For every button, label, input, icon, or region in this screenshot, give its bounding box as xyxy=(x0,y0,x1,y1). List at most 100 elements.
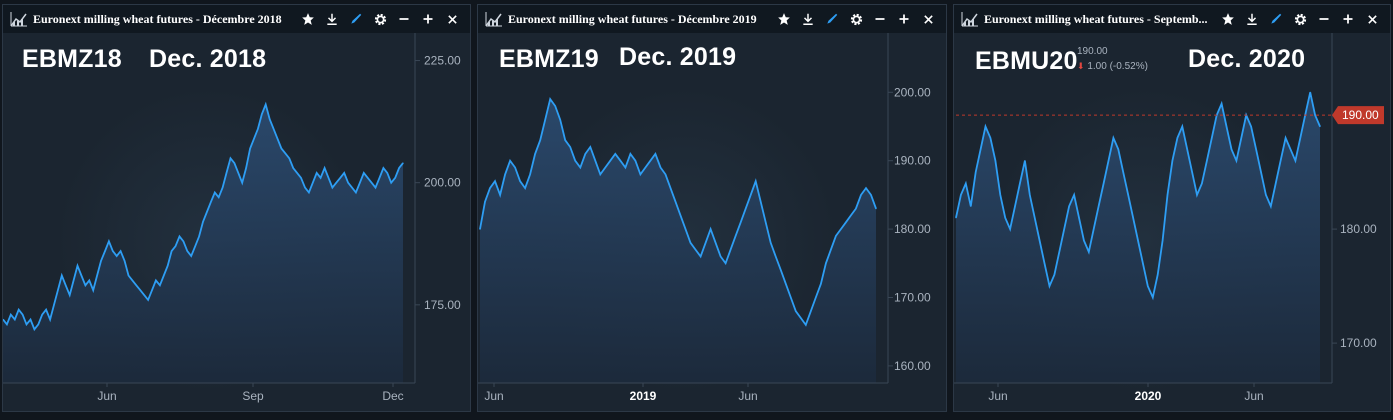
download-button[interactable] xyxy=(796,7,820,31)
price-point xyxy=(288,157,290,159)
panel-title-bar[interactable]: Euronext milling wheat futures - Septemb… xyxy=(954,5,1390,33)
panel-title-bar[interactable]: Euronext milling wheat futures - Décembr… xyxy=(3,5,470,33)
price-point xyxy=(300,177,302,179)
price-point xyxy=(955,217,957,219)
gear-button[interactable] xyxy=(1288,7,1312,31)
price-point xyxy=(324,167,326,169)
price-point xyxy=(367,177,369,179)
price-point xyxy=(1289,148,1292,150)
price-point xyxy=(1186,148,1188,150)
price-point xyxy=(210,201,212,203)
x-tick-label: Jun xyxy=(97,389,116,403)
gear-button[interactable] xyxy=(844,7,868,31)
price-chart[interactable]: 190.00 180.00 170.00 Jun 2020 Jun 190.00 xyxy=(954,33,1391,412)
price-point xyxy=(276,138,279,140)
price-point xyxy=(229,157,232,159)
maximize-icon xyxy=(898,13,910,25)
price-point xyxy=(740,221,742,223)
minimize-button[interactable] xyxy=(392,7,416,31)
price-point xyxy=(855,208,857,210)
price-point xyxy=(509,160,511,162)
price-point xyxy=(41,314,43,316)
minimize-icon xyxy=(1318,13,1330,25)
star-button[interactable] xyxy=(1216,7,1240,31)
price-point xyxy=(1112,137,1114,139)
price-point xyxy=(265,103,267,106)
price-point xyxy=(780,269,782,271)
y-tick-label: 180.00 xyxy=(1340,222,1377,236)
price-point xyxy=(539,139,541,141)
price-point xyxy=(312,182,314,184)
price-point xyxy=(249,147,251,150)
maximize-button[interactable] xyxy=(1336,7,1360,31)
price-point xyxy=(1166,194,1169,196)
price-point xyxy=(359,182,361,184)
price-point xyxy=(1034,217,1036,219)
price-point xyxy=(1206,160,1208,162)
price-point xyxy=(29,318,32,321)
price-point xyxy=(139,289,141,291)
price-point xyxy=(135,284,137,286)
minimize-icon xyxy=(874,13,886,25)
close-button[interactable] xyxy=(916,7,940,31)
price-point xyxy=(860,194,862,196)
price-point xyxy=(1181,125,1183,128)
price-point xyxy=(1004,217,1006,219)
close-button[interactable] xyxy=(440,7,464,31)
price-point xyxy=(355,191,357,194)
star-icon xyxy=(301,12,315,26)
price-point xyxy=(351,187,353,189)
star-button[interactable] xyxy=(772,7,796,31)
price-point xyxy=(994,160,996,162)
price-point xyxy=(222,187,224,189)
price-point xyxy=(316,172,318,174)
symbol-label: EBMU20 xyxy=(975,47,1078,75)
chart-icon xyxy=(959,8,981,30)
gear-icon xyxy=(849,12,864,27)
close-icon xyxy=(1367,14,1378,25)
price-point xyxy=(770,242,772,244)
price-point xyxy=(494,180,496,182)
price-point xyxy=(1250,125,1252,128)
close-button[interactable] xyxy=(1360,7,1384,31)
price-point xyxy=(549,98,551,100)
price-point xyxy=(674,201,677,203)
price-point xyxy=(845,221,847,223)
price-chart[interactable]: 225.00 200.00 175.00 Jun Sep Dec xyxy=(3,33,471,412)
price-point xyxy=(629,153,631,155)
price-point xyxy=(335,182,337,184)
price-point xyxy=(735,235,737,237)
draw-button[interactable] xyxy=(344,7,368,31)
price-point xyxy=(1078,217,1080,219)
minimize-button[interactable] xyxy=(868,7,892,31)
price-point xyxy=(1162,239,1164,242)
price-point xyxy=(25,323,28,325)
draw-button[interactable] xyxy=(820,7,844,31)
panel-title-bar[interactable]: Euronext milling wheat futures - Décembr… xyxy=(478,5,946,33)
price-point xyxy=(1152,296,1154,299)
price-point xyxy=(720,255,722,258)
download-button[interactable] xyxy=(1240,7,1264,31)
price-point xyxy=(689,242,692,244)
draw-icon xyxy=(349,12,363,26)
price-chart[interactable]: 200.00 190.00 180.00 170.00 160.00 Jun 2019 Jun xyxy=(478,33,947,412)
star-button[interactable] xyxy=(296,7,320,31)
maximize-button[interactable] xyxy=(416,7,440,31)
maximize-button[interactable] xyxy=(892,7,916,31)
download-button[interactable] xyxy=(320,7,344,31)
draw-button[interactable] xyxy=(1264,7,1288,31)
price-point xyxy=(1314,114,1316,116)
price-point xyxy=(296,172,298,174)
y-tick-label: 200.00 xyxy=(424,176,461,190)
price-point xyxy=(870,194,872,196)
price-line[interactable] xyxy=(479,96,877,327)
price-point xyxy=(574,160,576,162)
price-point xyxy=(339,177,341,179)
x-tick-label: 2020 xyxy=(1135,389,1162,403)
panel-title: Euronext milling wheat futures - Septemb… xyxy=(984,11,1208,26)
price-point xyxy=(559,119,561,121)
minimize-button[interactable] xyxy=(1312,7,1336,31)
price-point xyxy=(524,187,526,189)
price-point xyxy=(96,274,98,277)
gear-button[interactable] xyxy=(368,7,392,31)
